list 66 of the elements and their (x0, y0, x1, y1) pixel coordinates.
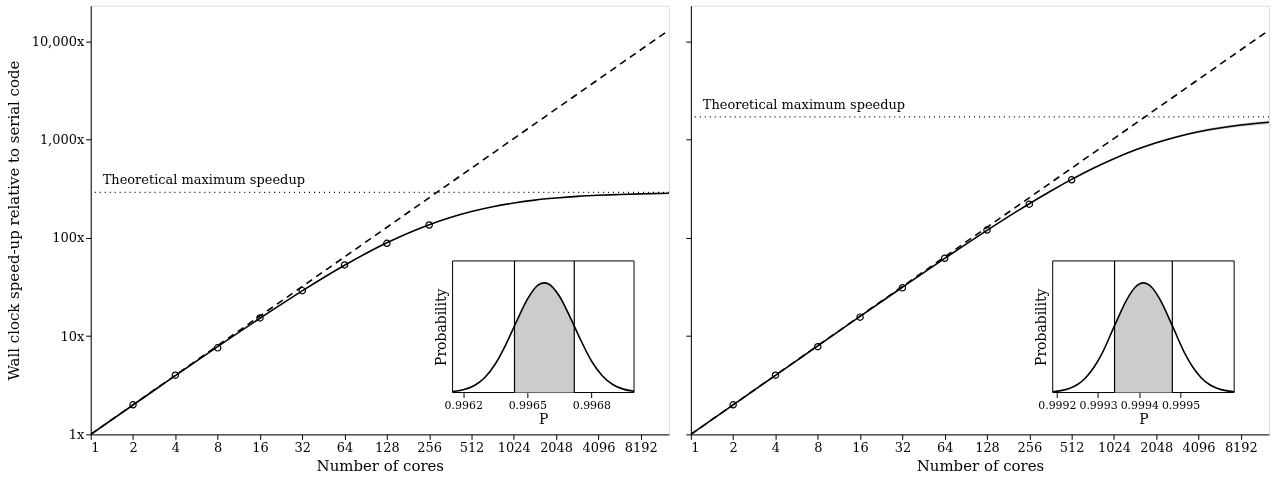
x-tick-label: 256 (417, 439, 443, 455)
ref-line-label: Theoretical maximum speedup (702, 96, 906, 112)
x-tick-label: 2 (129, 439, 138, 455)
ref-line-label: Theoretical maximum speedup (102, 172, 306, 188)
x-tick-label: 8 (214, 439, 223, 455)
y-tick-label: 10,000x (31, 33, 85, 49)
x-tick-label: 128 (375, 439, 400, 455)
point (940, 254, 949, 262)
x-tick-label: 0.9995 (1161, 398, 1201, 412)
y-tick-label: 100x (52, 230, 85, 246)
x-tick-label: 8192 (1224, 439, 1258, 455)
point (298, 286, 307, 295)
x-tick-label: 32 (894, 439, 912, 455)
point (129, 401, 137, 409)
point (383, 239, 391, 248)
x-tick-label: 32 (294, 439, 311, 455)
x-tick-label: 256 (1017, 439, 1043, 455)
x-tick-label: 16 (852, 439, 869, 455)
x-tick-label: 0.9992 (1038, 398, 1077, 412)
point (771, 371, 780, 379)
x-tick-label: 4 (771, 439, 781, 455)
x-tick-label: 1 (91, 439, 100, 455)
point (983, 226, 991, 234)
x-tick-label: 8192 (624, 439, 658, 455)
x-tick-label: 512 (1059, 439, 1085, 455)
point (213, 344, 222, 352)
x-tick-label: 8 (814, 439, 823, 455)
x-tick-label: 4096 (582, 439, 616, 455)
x-axis-title: P (1139, 410, 1149, 427)
x-axis-title: Number of cores (916, 456, 1045, 475)
y-axis-title: Wall clock speed-up relative to serial code (4, 60, 23, 381)
x-tick-label: 64 (936, 439, 954, 455)
point (856, 313, 864, 321)
x-tick-label: 1 (691, 439, 700, 455)
x-tick-label: 1024 (1097, 439, 1131, 455)
x-axis-title: Number of cores (316, 456, 445, 475)
x-tick-label: 4 (171, 439, 180, 455)
x-tick-label: 64 (336, 439, 354, 455)
x-tick-label: 2 (729, 439, 738, 455)
x-tick-label: 4096 (1182, 439, 1216, 455)
x-tick-label: 128 (975, 439, 1000, 455)
x-tick-label: 0.9993 (1079, 398, 1118, 412)
y-tick-label: 1x (68, 426, 85, 442)
point (425, 221, 433, 229)
point (1025, 200, 1034, 208)
point (814, 342, 822, 351)
x-tick-label: 2048 (1140, 439, 1174, 455)
y-axis-title: Probability (1033, 288, 1050, 366)
point (898, 284, 907, 292)
x-tick-label: 0.9965 (508, 398, 547, 412)
x-axis-title: P (539, 410, 549, 427)
x-tick-label: 16 (252, 439, 269, 455)
y-tick-label: 1,000x (39, 132, 85, 148)
x-tick-label: 0.9968 (572, 398, 612, 412)
x-tick-label: 0.9994 (1120, 398, 1159, 412)
point (1067, 176, 1076, 184)
x-tick-label: 512 (459, 439, 485, 455)
point (340, 261, 349, 269)
y-axis-title: Probability (433, 288, 450, 366)
point (729, 401, 737, 409)
point (171, 371, 180, 379)
x-tick-label: 0.9962 (444, 398, 483, 412)
point (256, 314, 264, 322)
x-tick-label: 2048 (540, 439, 574, 455)
x-tick-label: 1024 (497, 439, 531, 455)
y-tick-label: 10x (60, 328, 85, 344)
